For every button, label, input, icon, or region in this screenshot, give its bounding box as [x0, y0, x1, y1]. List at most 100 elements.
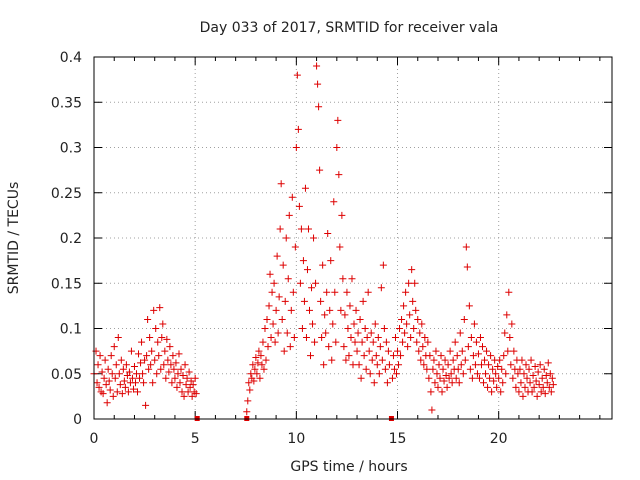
- data-point: [332, 338, 340, 346]
- data-point: [361, 325, 369, 332]
- data-point: [168, 379, 176, 387]
- data-point: [103, 399, 111, 407]
- data-point: [456, 329, 464, 337]
- data-point: [258, 361, 266, 369]
- data-point: [131, 379, 139, 387]
- data-point: [302, 334, 310, 342]
- data-point: [276, 225, 284, 233]
- data-point: [180, 392, 188, 400]
- chart-title: Day 033 of 2017, SRMTID for receiver val…: [200, 20, 499, 36]
- y-tick-label: 0.25: [51, 186, 82, 202]
- data-point: [157, 365, 165, 373]
- data-point: [514, 370, 522, 378]
- data-point: [459, 370, 467, 378]
- data-point: [269, 320, 277, 328]
- data-point: [348, 275, 356, 283]
- data-point: [395, 361, 403, 369]
- data-point: [112, 361, 120, 369]
- data-point: [144, 315, 152, 323]
- y-tick-label: 0: [73, 412, 82, 428]
- data-point: [526, 379, 534, 387]
- data-point: [473, 370, 481, 378]
- plot-frame: [93, 56, 613, 420]
- data-point: [109, 392, 117, 400]
- data-point: [256, 374, 264, 382]
- data-point: [325, 343, 333, 351]
- data-point: [423, 365, 431, 373]
- data-point: [150, 306, 158, 314]
- data-point: [253, 370, 261, 378]
- data-point: [444, 361, 452, 369]
- data-point: [118, 390, 126, 398]
- data-point: [105, 377, 113, 385]
- data-point: [369, 338, 377, 346]
- data-point: [398, 315, 406, 323]
- data-point: [461, 356, 469, 364]
- data-point: [374, 334, 382, 342]
- data-point: [342, 356, 350, 364]
- data-point: [327, 257, 335, 265]
- data-point: [324, 229, 332, 237]
- data-point: [264, 343, 272, 351]
- data-point: [494, 363, 502, 371]
- data-point: [100, 374, 108, 382]
- data-point: [146, 334, 154, 342]
- data-point: [530, 383, 538, 391]
- data-point: [522, 361, 530, 369]
- data-point: [344, 325, 352, 332]
- data-point: [458, 347, 466, 355]
- data-point: [178, 388, 186, 396]
- y-axis-title: SRMTID / TECUs: [6, 182, 22, 295]
- data-point: [400, 302, 408, 310]
- data-point: [170, 365, 178, 373]
- data-point: [479, 343, 486, 351]
- data-point: [548, 374, 556, 382]
- data-point: [135, 350, 143, 358]
- data-point: [472, 338, 480, 346]
- data-point: [485, 361, 493, 369]
- data-point: [436, 374, 444, 382]
- data-point: [445, 374, 453, 382]
- data-point: [401, 329, 409, 337]
- data-point: [272, 306, 280, 314]
- data-point: [428, 406, 436, 414]
- y-tick-label: 0.05: [51, 367, 82, 383]
- data-point: [315, 103, 323, 111]
- data-point: [368, 356, 376, 364]
- data-point: [451, 338, 459, 346]
- data-point: [257, 352, 265, 360]
- data-point: [435, 361, 443, 369]
- data-point: [160, 361, 168, 369]
- data-point: [363, 334, 371, 342]
- data-point: [538, 374, 546, 382]
- data-point: [352, 306, 360, 314]
- data-point: [329, 320, 337, 328]
- data-point: [477, 361, 485, 369]
- tick-labels: 0 0.05 0.1 0.15 0.2 0.25 0.3 0.35 0.4 0 5 10 15 20: [51, 50, 508, 447]
- data-point: [115, 370, 123, 378]
- data-point: [142, 401, 150, 409]
- data-point: [355, 361, 363, 369]
- data-point: [101, 356, 109, 364]
- data-point: [266, 270, 274, 278]
- data-point: [132, 370, 140, 378]
- data-point: [134, 388, 142, 396]
- data-point: [411, 279, 419, 287]
- y-tick-label: 0.1: [60, 322, 82, 338]
- data-point: [250, 377, 258, 385]
- data-point: [340, 343, 348, 351]
- data-point: [310, 234, 318, 242]
- data-point: [534, 368, 542, 376]
- data-point: [312, 279, 320, 287]
- data-point: [177, 365, 185, 373]
- data-point: [547, 388, 555, 396]
- data-point: [280, 347, 288, 355]
- data-point: [407, 334, 415, 342]
- data-point: [420, 361, 428, 369]
- data-point: [492, 370, 500, 378]
- data-point: [277, 180, 285, 188]
- data-point: [499, 379, 507, 387]
- data-point: [430, 356, 438, 364]
- data-point: [349, 361, 357, 369]
